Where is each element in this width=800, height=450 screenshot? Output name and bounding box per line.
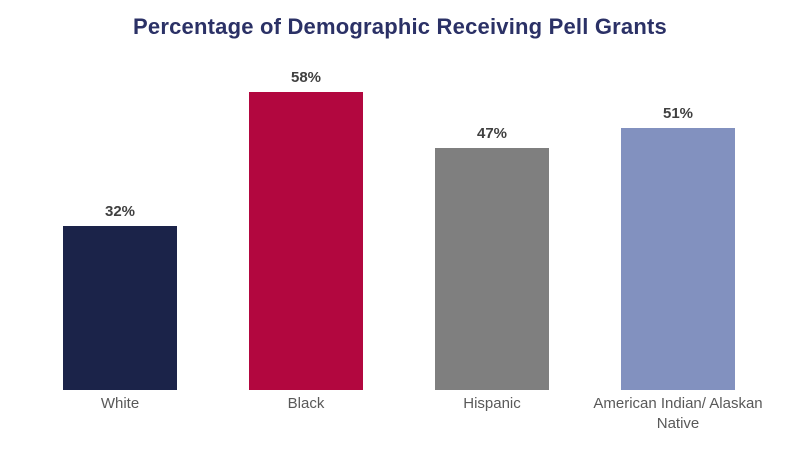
category-label: Black (287, 395, 325, 412)
bar-value-label: 58% (290, 69, 322, 86)
bar (435, 148, 549, 390)
bar (63, 226, 177, 390)
category-label: American Indian/ Alaskan Native (593, 395, 763, 433)
bar-value-label: 51% (662, 105, 694, 122)
bar (621, 128, 735, 390)
bar-value-label: 47% (476, 125, 508, 142)
category-label: Hispanic (463, 395, 521, 412)
bar-value-label: 32% (104, 203, 136, 220)
bar (249, 92, 363, 390)
chart-title: Percentage of Demographic Receiving Pell… (133, 14, 667, 39)
category-label: White (100, 395, 140, 412)
